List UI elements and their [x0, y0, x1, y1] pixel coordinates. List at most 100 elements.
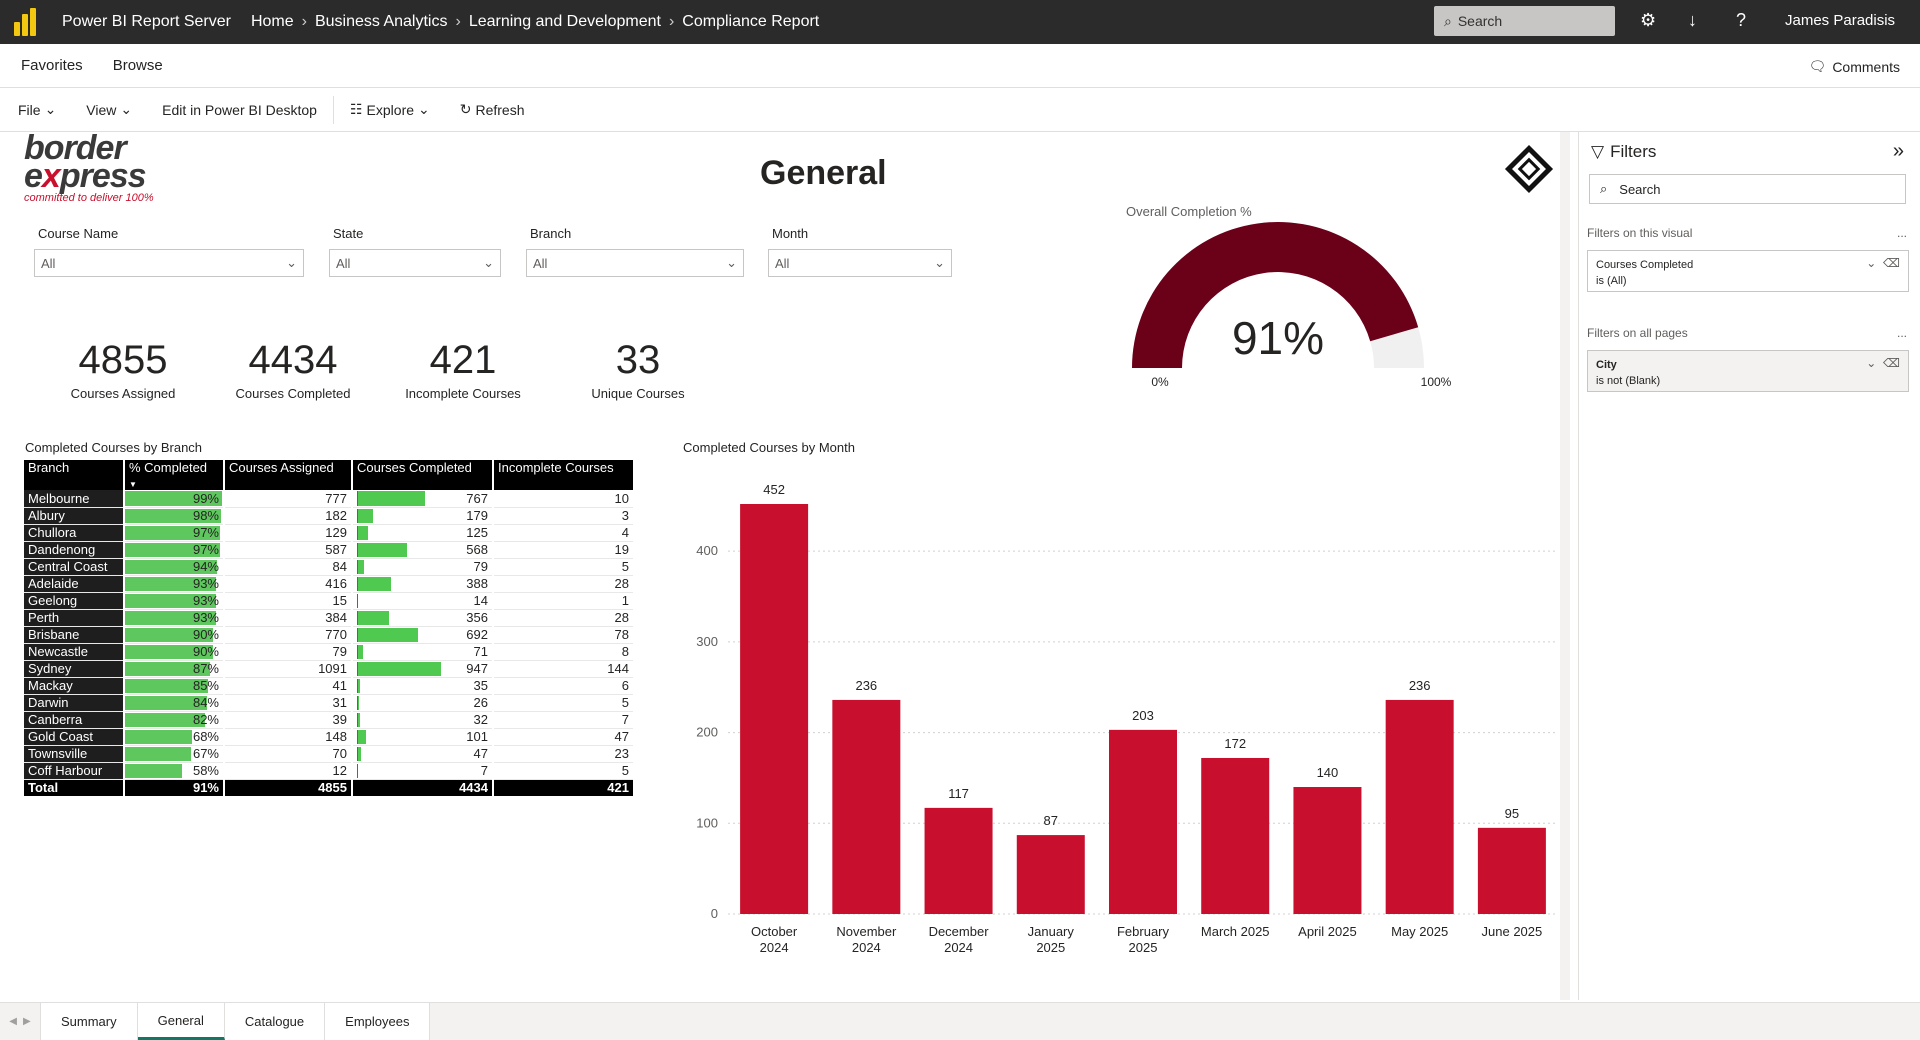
pct-bar — [125, 712, 206, 727]
table-row[interactable]: Coff Harbour 58% 12 7 5 — [24, 762, 635, 780]
eraser-icon[interactable]: ⌫ — [1883, 356, 1900, 370]
completed-value: 32 — [473, 712, 488, 727]
completed-value: 692 — [466, 627, 488, 642]
bar[interactable] — [1109, 729, 1177, 914]
chevron-down-icon[interactable]: ⌄ — [1866, 256, 1877, 270]
month-dropdown[interactable]: All ⌄ — [768, 249, 952, 277]
completed-cell: 568 — [352, 541, 494, 559]
assigned-value: 79 — [224, 643, 353, 661]
breadcrumb-learning-development[interactable]: Learning and Development — [468, 13, 661, 30]
bar[interactable] — [832, 699, 901, 914]
tab-catalogue[interactable]: Catalogue — [224, 1003, 326, 1040]
pct-bar — [125, 644, 214, 659]
table-row[interactable]: Gold Coast 68% 148 101 47 — [24, 728, 635, 746]
nav-browse[interactable]: Browse — [112, 57, 163, 74]
tab-prev-icon[interactable]: ◀ — [9, 1016, 17, 1027]
comments-button[interactable]: 🗨 Comments — [1809, 58, 1900, 75]
file-menu[interactable]: File ⌄ — [8, 101, 66, 118]
view-menu[interactable]: View ⌄ — [76, 101, 142, 118]
bar[interactable] — [924, 807, 993, 914]
assigned-value: 1091 — [224, 660, 353, 678]
table-row[interactable]: Newcastle 90% 79 71 8 — [24, 643, 635, 661]
table-row[interactable]: Mackay 85% 41 35 6 — [24, 677, 635, 695]
tab-general[interactable]: General — [137, 1003, 225, 1040]
table-row[interactable]: Sydney 87% 1091 947 144 — [24, 660, 635, 678]
more-options-icon[interactable]: ... — [1896, 326, 1907, 340]
table-row[interactable]: Brisbane 90% 770 692 78 — [24, 626, 635, 644]
completion-gauge[interactable]: 91% 0% 100% — [1132, 222, 1452, 402]
incomplete-value: 5 — [493, 762, 635, 780]
filter-card-city[interactable]: City is not (Blank) ⌄ ⌫ — [1587, 350, 1909, 392]
pct-completed-cell: 87% — [124, 660, 225, 678]
pct-value: 58% — [192, 763, 219, 778]
refresh-button[interactable]: ↻ Refresh — [450, 101, 535, 118]
completed-by-month-chart[interactable]: 0100200300400452October2024236November20… — [678, 474, 1568, 994]
more-options-icon[interactable]: ... — [1896, 226, 1907, 240]
tab-summary[interactable]: Summary — [40, 1003, 138, 1040]
branch-name: Newcastle — [24, 643, 125, 661]
user-name[interactable]: James Paradisis — [1785, 12, 1896, 29]
view-label: View — [86, 101, 117, 118]
table-row[interactable]: Dandenong 97% 587 568 19 — [24, 541, 635, 559]
collapse-pane-icon[interactable]: » — [1892, 140, 1904, 162]
kpi-unique-courses[interactable]: 33 Unique Courses — [558, 338, 718, 401]
y-tick-label: 400 — [696, 543, 718, 558]
course-name-dropdown[interactable]: All ⌄ — [34, 249, 304, 277]
incomplete-value: 6 — [493, 677, 635, 695]
table-row[interactable]: Perth 93% 384 356 28 — [24, 609, 635, 627]
state-dropdown[interactable]: All ⌄ — [329, 249, 501, 277]
kpi-label: Courses Completed — [235, 386, 351, 401]
col-courses-completed[interactable]: Courses Completed — [352, 460, 494, 490]
pct-value: 67% — [192, 746, 219, 761]
sort-desc-icon: ▼ — [129, 480, 137, 489]
col-pct-completed[interactable]: % Completed ▼ — [124, 460, 225, 490]
tab-employees[interactable]: Employees — [325, 1003, 431, 1040]
chevron-down-icon[interactable]: ⌄ — [1866, 356, 1877, 370]
completed-cell: 7 — [352, 762, 494, 780]
table-row[interactable]: Darwin 84% 31 26 5 — [24, 694, 635, 712]
col-incomplete-courses[interactable]: Incomplete Courses — [493, 460, 635, 490]
assigned-value: 770 — [224, 626, 353, 644]
kpi-courses-completed[interactable]: 4434 Courses Completed — [213, 338, 373, 401]
branch-dropdown[interactable]: All ⌄ — [526, 249, 744, 277]
table-row[interactable]: Chullora 97% 129 125 4 — [24, 524, 635, 542]
table-row[interactable]: Canberra 82% 39 32 7 — [24, 711, 635, 729]
table-row[interactable]: Central Coast 94% 84 79 5 — [24, 558, 635, 576]
table-row[interactable]: Melbourne 99% 777 767 10 — [24, 490, 635, 508]
canvas-scrollbar[interactable] — [1560, 132, 1570, 1000]
breadcrumb-home[interactable]: Home — [250, 13, 294, 30]
tab-nav: ◀ ▶ — [0, 1003, 40, 1040]
eraser-icon[interactable]: ⌫ — [1883, 256, 1900, 270]
tab-next-icon[interactable]: ▶ — [23, 1016, 31, 1027]
bar[interactable] — [1016, 835, 1085, 914]
global-search-input[interactable]: ⌕ Search — [1434, 6, 1615, 36]
edit-in-desktop-button[interactable]: Edit in Power BI Desktop — [162, 101, 317, 118]
bar[interactable] — [1293, 787, 1362, 914]
branch-name: Gold Coast — [24, 728, 125, 746]
col-courses-assigned[interactable]: Courses Assigned — [224, 460, 353, 490]
bar[interactable] — [1477, 827, 1546, 914]
table-row[interactable]: Adelaide 93% 416 388 28 — [24, 575, 635, 593]
nav-favorites[interactable]: Favorites — [21, 57, 83, 74]
completed-bar — [357, 525, 369, 540]
bar[interactable] — [1201, 757, 1270, 914]
help-icon[interactable]: ? — [1736, 10, 1747, 30]
table-row[interactable]: Geelong 93% 15 14 1 — [24, 592, 635, 610]
kpi-incomplete-courses[interactable]: 421 Incomplete Courses — [383, 338, 543, 401]
bar[interactable] — [1385, 699, 1454, 914]
breadcrumb-business-analytics[interactable]: Business Analytics — [314, 13, 448, 30]
table-row[interactable]: Albury 98% 182 179 3 — [24, 507, 635, 525]
power-bi-logo-icon[interactable] — [14, 8, 42, 36]
col-branch[interactable]: Branch — [24, 460, 125, 490]
table-row[interactable]: Townsville 67% 70 47 23 — [24, 745, 635, 763]
settings-gear-icon[interactable]: ⚙ — [1640, 10, 1657, 30]
bar[interactable] — [740, 504, 809, 914]
app-title[interactable]: Power BI Report Server — [62, 13, 231, 30]
kpi-courses-assigned[interactable]: 4855 Courses Assigned — [48, 338, 198, 401]
filters-search-input[interactable]: ⌕ Search — [1589, 174, 1906, 204]
branch-table[interactable]: Branch % Completed ▼ Courses Assigned Cou… — [24, 460, 635, 796]
chevron-right-icon: › — [668, 13, 675, 30]
explore-menu[interactable]: ☷ Explore ⌄ — [340, 101, 440, 118]
filter-card-courses-completed[interactable]: Courses Completed is (All) ⌄ ⌫ — [1587, 250, 1909, 292]
download-icon[interactable]: ↓ — [1688, 10, 1697, 30]
